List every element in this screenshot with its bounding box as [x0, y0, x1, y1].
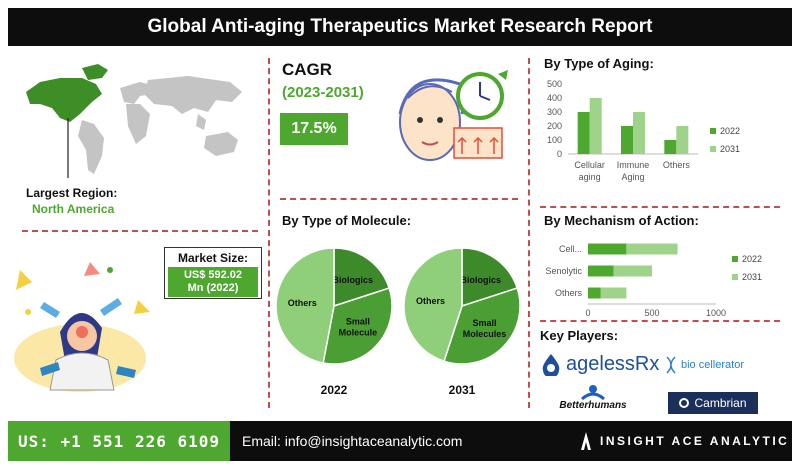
divider-left: [268, 58, 270, 408]
legend-label: 2031: [720, 144, 740, 154]
biocellerator-logo-text: bio cellerator: [681, 359, 744, 371]
legend-label: 2031: [742, 272, 762, 282]
player-cambrian: Cambrian: [668, 392, 758, 414]
y-tick-label: Senolytic: [545, 266, 582, 276]
x-tick-label: Cellular: [574, 160, 605, 170]
y-tick-label: 400: [547, 93, 562, 103]
betterhumans-logo-text: Betterhumans: [559, 400, 627, 411]
pie-slice-2031-1: [443, 287, 521, 365]
market-size-label: Market Size:: [177, 251, 249, 265]
bar-2022: [588, 243, 627, 255]
divider-aging: [540, 206, 780, 208]
agelessrx-drop-icon: [542, 354, 560, 376]
player-biocellerator: bio cellerator: [664, 352, 764, 378]
pie-label: Small: [346, 317, 370, 327]
bar-2031: [626, 243, 678, 255]
legend-swatch-2022: [710, 128, 716, 134]
cambrian-logo-text: Cambrian: [694, 396, 747, 410]
y-tick-label: 100: [547, 135, 562, 145]
bar-2031: [633, 112, 645, 154]
divider-mechanism: [540, 320, 780, 322]
aging-title: By Type of Aging:: [544, 56, 654, 71]
footer-brand-text: INSIGHT ACE ANALYTIC: [600, 434, 790, 448]
bar-2031: [600, 287, 627, 299]
pie-year-label: 2022: [321, 383, 348, 397]
player-agelessrx: agelessRx: [540, 350, 660, 378]
market-size-value: US$ 592.02 Mn (2022): [168, 267, 258, 297]
biocellerator-dna-icon: [666, 356, 676, 374]
anti-aging-face-illustration: [398, 70, 508, 161]
key-players-title: Key Players:: [540, 328, 619, 343]
pie-label: Small: [473, 318, 497, 328]
pie-label: Molecule: [339, 328, 378, 338]
y-tick-label: 200: [547, 121, 562, 131]
pie-year-label: 2031: [449, 383, 476, 397]
legend-swatch-2031: [710, 146, 716, 152]
market-size-card: Market Size: US$ 592.02 Mn (2022): [164, 247, 262, 299]
footer-phone: US: +1 551 226 6109: [8, 421, 230, 461]
doctor-illustration: [14, 262, 150, 392]
mechanism-bar-chart: Cell... Senolytic Others 0 500 1000 2022 2031: [545, 243, 762, 316]
world-map: [26, 64, 242, 178]
pie-slice-2022-1: [322, 287, 393, 365]
legend-swatch-2022: [732, 256, 738, 262]
legend-label: 2022: [720, 126, 740, 136]
x-tick-label: 1000: [706, 308, 726, 316]
y-tick-label: 300: [547, 107, 562, 117]
y-tick-label: Cell...: [559, 244, 582, 254]
pie-slice-2031-0: [461, 247, 519, 308]
player-betterhumans: Betterhumans: [548, 384, 638, 416]
legend-swatch-2031: [732, 274, 738, 280]
molecule-title: By Type of Molecule:: [282, 213, 412, 228]
report-header: Global Anti-aging Therapeutics Market Re…: [8, 8, 792, 46]
divider-right: [528, 58, 530, 408]
pie-label: Others: [288, 298, 317, 308]
bar-2031: [676, 126, 689, 154]
agelessrx-logo-text: agelessRx: [566, 352, 660, 375]
pie-label: Molecules: [463, 329, 507, 339]
pie-slice-2022-0: [333, 247, 391, 308]
bar-2022: [664, 140, 677, 154]
bar-2031: [613, 265, 652, 277]
x-tick-label: Others: [663, 160, 691, 170]
cagr-years: (2023-2031): [282, 84, 364, 101]
divider-region: [22, 230, 258, 232]
betterhumans-person-icon: [580, 385, 606, 400]
y-tick-label: Others: [555, 288, 583, 298]
footer-brand: INSIGHT ACE ANALYTIC: [580, 421, 789, 461]
brand-logo-icon: [581, 432, 591, 450]
pie-label: Others: [416, 296, 445, 306]
mechanism-title: By Mechanism of Action:: [544, 213, 699, 228]
molecule-pie-charts: BiologicsSmallMoleculeOthers2022Biologic…: [275, 247, 521, 397]
market-size-value-line2: Mn (2022): [187, 282, 239, 294]
cagr-title: CAGR: [282, 60, 333, 79]
x-tick-label: 500: [644, 308, 659, 316]
pie-label: Biologics: [460, 275, 501, 285]
bar-2022: [577, 112, 590, 154]
bar-2022: [588, 287, 601, 299]
bar-2022: [588, 265, 614, 277]
pie-label: Biologics: [332, 275, 373, 285]
largest-region-label: Largest Region:: [26, 186, 118, 200]
pie-slice-2031-2: [403, 247, 463, 363]
bar-2022: [621, 126, 633, 154]
report-title: Global Anti-aging Therapeutics Market Re…: [147, 16, 653, 37]
cagr-value: 17.5%: [280, 113, 348, 145]
divider-cagr: [280, 198, 518, 200]
aging-bar-chart: 0 100 200 300 400 500 Cellular aging Immune Aging…: [547, 79, 740, 182]
legend-label: 2022: [742, 254, 762, 264]
bar-2031: [589, 98, 602, 154]
x-tick-label: aging: [579, 172, 601, 182]
largest-region-value: North America: [32, 202, 115, 216]
cambrian-circle-icon: [679, 398, 690, 408]
x-tick-label: Aging: [621, 172, 644, 182]
pie-slice-2022-2: [275, 247, 335, 364]
y-tick-label: 0: [557, 149, 562, 159]
market-size-value-line1: US$ 592.02: [183, 269, 243, 281]
x-tick-label: Immune: [617, 160, 650, 170]
x-tick-label: 0: [585, 308, 590, 316]
footer-email: Email: info@insightaceanalytic.com: [242, 433, 463, 449]
north-america-shape: [26, 78, 102, 122]
y-tick-label: 500: [547, 79, 562, 89]
